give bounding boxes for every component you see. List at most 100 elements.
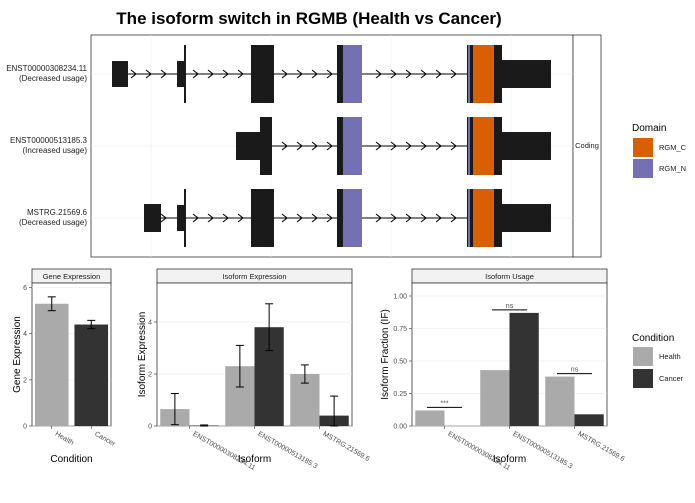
intron-direction-arrow <box>237 69 244 79</box>
intron-direction-arrow <box>160 69 167 79</box>
intron-direction-arrow <box>281 213 288 223</box>
isoform-tracks <box>112 45 551 247</box>
exon-block <box>236 132 262 160</box>
intron-direction-arrow <box>375 213 382 223</box>
structure-strip-box <box>572 34 602 258</box>
intron-direction-arrow <box>450 69 457 79</box>
intron-direction-arrow <box>435 213 442 223</box>
intron-direction-arrow <box>405 213 412 223</box>
x-tick-label: ENST00000308234.11 <box>192 431 257 472</box>
x-tick-label: Cancer <box>93 431 117 449</box>
x-axis-title: Condition <box>50 454 92 465</box>
bar-health <box>34 303 69 426</box>
isoform-usage-chart: Isoform Usage 0.00 0.25 0.50 0.75 1.00 ENST000… <box>380 268 626 472</box>
rgm-n-swatch <box>633 159 653 178</box>
intron-direction-arrow <box>160 213 167 223</box>
intron-direction-arrow <box>296 213 303 223</box>
rgm-c-label: RGM_C <box>659 143 687 152</box>
intron-direction-arrow <box>326 213 333 223</box>
intron-direction-arrow <box>390 213 397 223</box>
y-tick-label: 0.00 <box>393 424 407 431</box>
intron-direction-arrow <box>311 141 318 151</box>
intron-direction-arrow <box>420 141 427 151</box>
domain-legend-title: Domain <box>632 123 666 134</box>
exon-block <box>177 205 185 231</box>
y-axis-title: Isoform Expression <box>137 312 148 398</box>
y-tick-label: 4 <box>23 331 27 338</box>
bar-cancer <box>74 324 109 426</box>
rgm-n-label: RGM_N <box>659 164 686 173</box>
rgm-n-domain-sliver <box>468 117 470 175</box>
intron-direction-arrow <box>281 141 288 151</box>
intron-direction-arrow <box>326 69 333 79</box>
intron-direction-arrow <box>192 213 199 223</box>
intron-direction-arrow <box>281 69 288 79</box>
intron-direction-arrow <box>450 213 457 223</box>
health-label: Health <box>659 352 681 361</box>
panel-strip-title: Isoform Usage <box>485 272 534 281</box>
x-tick-label: MSTRG.21569.6 <box>322 431 371 463</box>
intron-direction-arrow <box>222 213 229 223</box>
isoform-usage-label: (Decreased usage) <box>19 74 87 83</box>
x-axis-title: Isoform <box>238 454 271 465</box>
x-axis-title: Isoform <box>493 454 526 465</box>
exon-block <box>502 204 551 232</box>
bar-cancer <box>509 312 539 426</box>
y-axis-title: Gene Expression <box>12 316 23 393</box>
intron-direction-arrow <box>192 69 199 79</box>
isoform-structure-panel: Coding ENST00000308234.11(Decreased usag… <box>6 34 602 258</box>
y-tick-label: 0 <box>23 424 27 431</box>
exon-block <box>184 45 186 103</box>
intron-direction-arrow <box>222 69 229 79</box>
panel-strip-title: Gene Expression <box>43 272 101 281</box>
intron-direction-arrow <box>405 141 412 151</box>
rgm-n-domain <box>343 117 362 175</box>
y-tick-label: 1.00 <box>393 294 407 301</box>
y-tick-label: 0.50 <box>393 359 407 366</box>
rgm-c-domain <box>473 117 494 175</box>
y-tick-label: 4 <box>148 320 152 327</box>
exon-block <box>144 204 161 232</box>
isoform-id-label: MSTRG.21569.6 <box>27 208 88 217</box>
isoform-usage-label: (Decreased usage) <box>19 218 87 227</box>
significance-label: ns <box>506 303 514 310</box>
isoform-id-label: ENST00000308234.11 <box>6 64 87 73</box>
intron-direction-arrow <box>311 213 318 223</box>
rgm-n-domain-sliver <box>468 45 470 103</box>
exon-block <box>502 60 551 88</box>
intron-direction-arrow <box>326 141 333 151</box>
intron-direction-arrow <box>450 141 457 151</box>
rgm-n-domain-sliver <box>468 189 470 247</box>
exon-block <box>502 132 551 160</box>
y-axis-title: Isoform Fraction (IF) <box>380 309 391 400</box>
domain-legend: Domain RGM_C RGM_N <box>632 123 687 178</box>
intron-direction-arrow <box>207 69 214 79</box>
rgm-n-domain <box>343 45 362 103</box>
rgm-c-domain <box>473 45 494 103</box>
cancer-swatch <box>633 369 653 388</box>
intron-direction-arrow <box>420 69 427 79</box>
bar-cancer <box>574 414 604 426</box>
significance-label: ns <box>571 367 579 374</box>
x-tick-label: MSTRG.21569.6 <box>577 431 626 463</box>
panel-strip-title: Isoform Expression <box>222 272 286 281</box>
intron-direction-arrow <box>435 141 442 151</box>
y-tick-label: 0.75 <box>393 326 407 333</box>
intron-direction-arrow <box>375 141 382 151</box>
y-tick-label: 0 <box>148 424 152 431</box>
figure-title: The isoform switch in RGMB (Health vs Ca… <box>116 9 501 28</box>
gene-expression-chart: Gene Expression 0 2 4 6 Health CancerCondition… <box>12 268 117 465</box>
bar-health <box>415 410 445 426</box>
exon-block <box>251 45 274 103</box>
y-tick-label: 2 <box>23 377 27 384</box>
rgm-c-swatch <box>633 138 653 157</box>
rgm-n-domain <box>343 189 362 247</box>
intron-direction-arrow <box>296 141 303 151</box>
condition-legend: Condition Health Cancer <box>632 333 684 388</box>
bar-health <box>545 376 575 426</box>
structure-strip-label: Coding <box>575 141 599 150</box>
isoform-id-label: ENST00000513185.3 <box>10 136 88 145</box>
significance-label: *** <box>440 400 448 407</box>
